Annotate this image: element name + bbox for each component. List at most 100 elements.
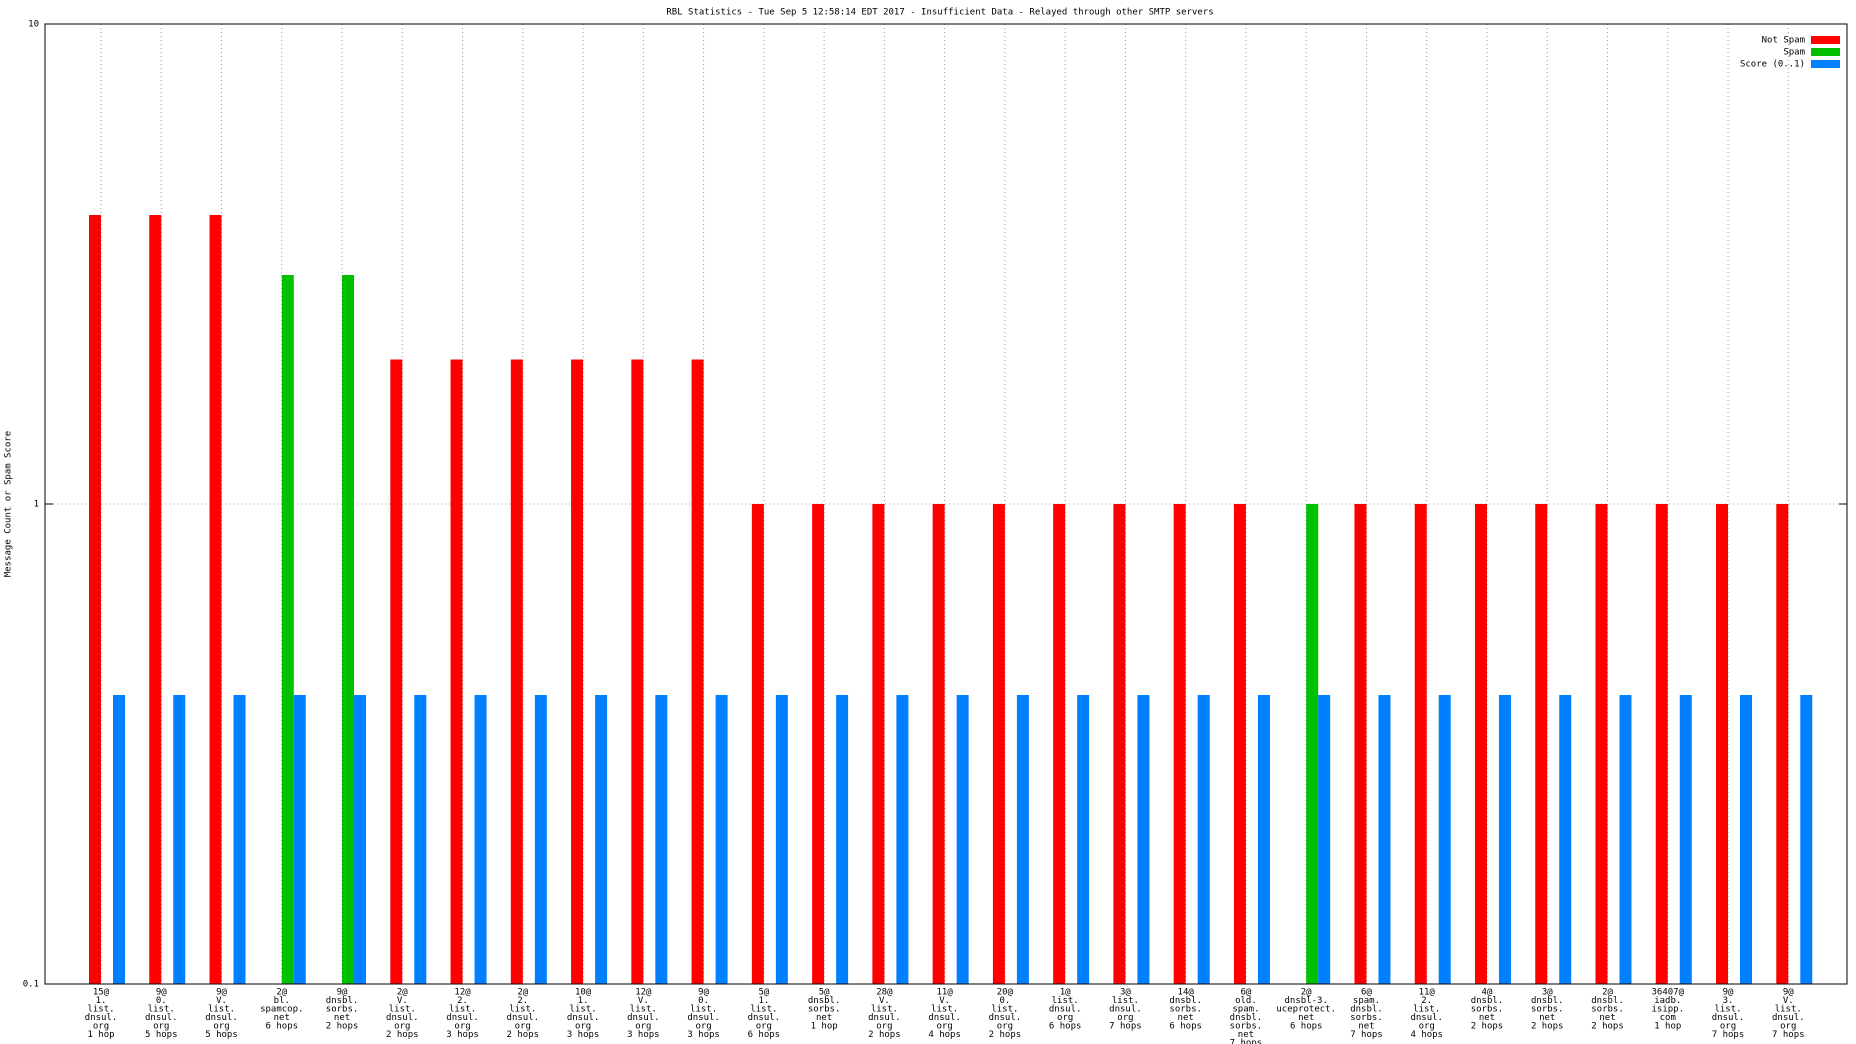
- bar: [932, 504, 945, 984]
- x-tick-label: 2@: [397, 988, 408, 998]
- x-tick-label: isipp.: [1652, 1005, 1685, 1015]
- chart-title: RBL Statistics - Tue Sep 5 12:58:14 EDT …: [666, 8, 1213, 18]
- x-tick-label: 6@: [1361, 988, 1372, 998]
- x-tick-label: 9@: [156, 988, 167, 998]
- x-tick-label: com: [1660, 1013, 1676, 1023]
- x-tick-label: 3 hops: [627, 1030, 660, 1040]
- x-tick-label: org: [394, 1022, 410, 1032]
- x-tick-label: dnsbl.: [1471, 996, 1504, 1006]
- bar: [715, 695, 728, 984]
- x-tick-label: 0.: [156, 996, 167, 1006]
- bar: [1800, 695, 1813, 984]
- x-tick-label: org: [515, 1022, 531, 1032]
- x-tick-label: 3 hops: [567, 1030, 600, 1040]
- x-tick-label: dnsul.: [1109, 1005, 1142, 1015]
- y-axis-label: Message Count or Spam Score: [4, 431, 14, 577]
- x-tick-label: 2@: [517, 988, 528, 998]
- bar: [751, 504, 764, 984]
- plot-frame: [44, 23, 1848, 985]
- bar: [571, 359, 584, 984]
- x-tick-label: org: [575, 1022, 591, 1032]
- x-tick-label: bl.: [274, 996, 290, 1006]
- x-tick-label: 1.: [758, 996, 769, 1006]
- x-tick-label: sorbs.: [1169, 1005, 1202, 1015]
- x-tick-label: 6 hops: [1049, 1022, 1082, 1032]
- x-tick-label: 28@: [876, 988, 893, 998]
- x-tick-label: list.: [1112, 996, 1139, 1006]
- bar: [293, 695, 306, 984]
- x-tick-label: V.: [216, 996, 227, 1006]
- x-tick-label: list.: [1775, 1005, 1802, 1015]
- bar: [1137, 695, 1150, 984]
- x-tick-label: 15@: [93, 988, 110, 998]
- bar: [1016, 695, 1029, 984]
- x-tick-label: dnsul.: [567, 1013, 600, 1023]
- x-tick-label: dnsul.: [507, 1013, 540, 1023]
- x-tick-label: V.: [638, 996, 649, 1006]
- legend-swatch: [1811, 48, 1840, 56]
- x-tick-label: 2@: [1602, 988, 1613, 998]
- bar: [691, 359, 704, 984]
- x-tick-label: list.: [931, 1005, 958, 1015]
- x-tick-label: dnsul.: [687, 1013, 720, 1023]
- x-tick-label: 2.: [1421, 996, 1432, 1006]
- x-tick-label: 12@: [454, 988, 471, 998]
- x-tick-label: 2 hops: [386, 1030, 419, 1040]
- x-tick-label: list.: [449, 1005, 476, 1015]
- x-tick-label: dnsul.: [748, 1013, 781, 1023]
- x-tick-label: list.: [630, 1005, 657, 1015]
- bar: [281, 274, 294, 984]
- x-tick-label: sorbs.: [1471, 1005, 1504, 1015]
- x-tick-label: 2@: [1301, 988, 1312, 998]
- x-tick-label: 9@: [1723, 988, 1734, 998]
- x-tick-label: net: [1479, 1013, 1495, 1023]
- x-tick-label: 6 hops: [748, 1030, 781, 1040]
- bar: [1233, 504, 1246, 984]
- x-tick-label: list.: [750, 1005, 777, 1015]
- x-tick-label: 5@: [758, 988, 769, 998]
- x-tick-label: 5 hops: [205, 1030, 238, 1040]
- x-tick-label: sorbs.: [1591, 1005, 1624, 1015]
- x-tick-label: list.: [509, 1005, 536, 1015]
- x-tick-label: dnsul.: [85, 1013, 118, 1023]
- x-tick-label: 7 hops: [1230, 1039, 1263, 1044]
- bar: [1655, 504, 1668, 984]
- bar: [209, 215, 222, 984]
- x-tick-label: 36407@: [1652, 988, 1685, 998]
- bar: [390, 359, 403, 984]
- x-tick-label: dnsbl.: [1169, 996, 1202, 1006]
- bar: [1474, 504, 1487, 984]
- x-tick-label: 6 hops: [266, 1022, 299, 1032]
- x-tick-label: net: [1599, 1013, 1615, 1023]
- x-tick-label: org: [213, 1022, 229, 1032]
- x-tick-label: old.: [1235, 996, 1257, 1006]
- x-tick-label: net: [1539, 1013, 1555, 1023]
- x-tick-label: net: [1238, 1030, 1254, 1040]
- x-tick-label: org: [153, 1022, 169, 1032]
- x-tick-label: 7 hops: [1109, 1022, 1142, 1032]
- bar: [1354, 504, 1367, 984]
- x-tick-label: 1.: [578, 996, 589, 1006]
- x-tick-label: 2@: [276, 988, 287, 998]
- x-tick-label: 4 hops: [928, 1030, 961, 1040]
- x-tick-label: net: [1178, 1013, 1194, 1023]
- x-tick-label: list.: [991, 1005, 1018, 1015]
- bar: [1619, 695, 1632, 984]
- x-tick-label: 9@: [337, 988, 348, 998]
- bar: [342, 274, 355, 984]
- x-tick-label: dnsul.: [145, 1013, 178, 1023]
- x-tick-label: org: [937, 1022, 953, 1032]
- x-tick-label: 12@: [635, 988, 652, 998]
- x-tick-label: org: [93, 1022, 109, 1032]
- x-tick-label: V.: [397, 996, 408, 1006]
- x-tick-label: 2 hops: [507, 1030, 540, 1040]
- bar: [1053, 504, 1066, 984]
- bar: [956, 695, 969, 984]
- x-tick-label: V.: [879, 996, 890, 1006]
- bar: [655, 695, 668, 984]
- x-tick-label: org: [1720, 1022, 1736, 1032]
- x-tick-label: spam.: [1232, 1005, 1259, 1015]
- x-tick-label: 11@: [1419, 988, 1436, 998]
- x-tick-label: org: [1780, 1022, 1796, 1032]
- x-tick-label: spamcop.: [260, 1005, 303, 1015]
